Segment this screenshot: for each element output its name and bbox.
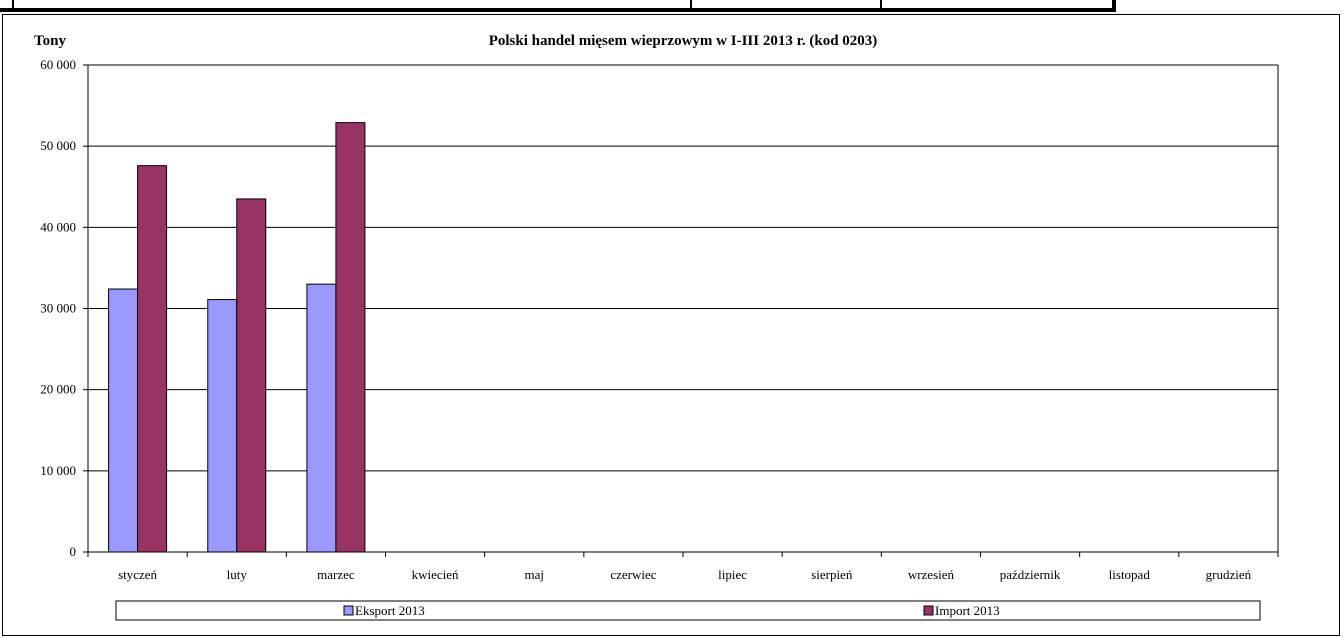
x-tick-label: kwiecień [412,567,459,582]
x-tick-label: czerwiec [610,567,656,582]
x-tick-label: styczeń [118,567,157,582]
y-tick-label: 50 000 [40,138,76,153]
x-tick-label: wrzesień [908,567,955,582]
strip-divider [690,0,692,8]
chart-title: Polski handel mięsem wieprzowym w I-III … [489,33,878,49]
legend-swatch [923,605,934,616]
top-border-strip [0,0,1116,12]
x-tick-label: listopad [1109,567,1151,582]
bar-import [137,165,168,553]
bar-import [236,198,267,553]
x-tick-label: luty [227,567,248,582]
x-tick-label: grudzień [1206,567,1252,582]
legend-swatch [343,605,354,616]
y-axis-label: Tony [34,33,66,49]
legend-box [115,600,1261,621]
x-tick-label: październik [1000,567,1061,582]
x-tick-label: sierpień [811,567,853,582]
strip-divider [12,0,14,8]
y-tick-label: 30 000 [40,301,76,316]
strip-divider [880,0,882,8]
legend-label: Eksport 2013 [355,603,425,618]
bar-eksport [207,299,238,553]
y-tick-label: 60 000 [40,57,76,72]
x-tick-label: maj [525,567,545,582]
y-tick-label: 0 [70,544,77,559]
y-tick-label: 40 000 [40,219,76,234]
y-tick-label: 10 000 [40,463,76,478]
legend-label: Import 2013 [935,603,1000,618]
bar-eksport [108,288,139,553]
bar-eksport [306,283,337,553]
x-tick-label: lipiec [718,567,747,582]
bar-import [335,122,366,553]
x-tick-label: marzec [317,567,355,582]
y-tick-label: 20 000 [40,382,76,397]
